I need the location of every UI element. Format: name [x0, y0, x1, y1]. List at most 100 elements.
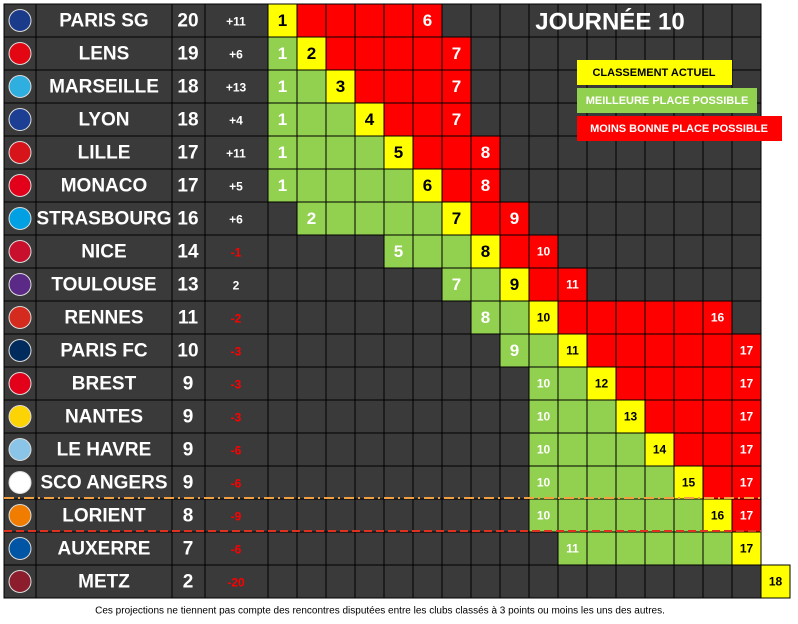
- grid-cell: [470, 102, 501, 137]
- points: 2: [183, 572, 194, 593]
- current-rank: 18: [769, 575, 783, 589]
- best-place: 1: [278, 143, 287, 162]
- worst-range-cell: [644, 399, 675, 434]
- grid-cell: [412, 300, 443, 335]
- diff-cell: [204, 366, 269, 401]
- points: 9: [183, 374, 194, 395]
- best-place: 10: [537, 509, 551, 523]
- club-name: BREST: [72, 374, 137, 395]
- best-range-cell: [528, 333, 559, 368]
- worst-place: 9: [510, 209, 519, 228]
- grid-cell: [499, 135, 530, 170]
- grid-cell: [383, 267, 414, 302]
- current-rank: 6: [423, 176, 432, 195]
- name-cell: [35, 531, 173, 566]
- grid-cell: [296, 234, 327, 269]
- grid-cell: [731, 201, 762, 236]
- goal-diff: 2: [233, 279, 240, 293]
- worst-range-cell: [673, 333, 704, 368]
- diff-cell: [204, 399, 269, 434]
- grid-cell: [470, 36, 501, 71]
- club-name: PARIS SG: [59, 11, 148, 32]
- grid-cell: [528, 36, 559, 71]
- name-cell: [35, 168, 173, 203]
- goal-diff: -9: [231, 510, 242, 524]
- grid-cell: [412, 432, 443, 467]
- club-logo: [8, 306, 32, 329]
- best-range-cell: [325, 168, 356, 203]
- points: 10: [177, 341, 198, 362]
- grid-cell: [702, 201, 733, 236]
- club-logo: [8, 537, 32, 560]
- grid-cell: [412, 531, 443, 566]
- grid-cell: [383, 531, 414, 566]
- club-name: NANTES: [65, 407, 143, 428]
- best-place: 1: [278, 110, 287, 129]
- points-cell: [171, 3, 206, 38]
- goal-diff: -3: [231, 345, 242, 359]
- goal-diff: +13: [226, 81, 247, 95]
- name-cell: [35, 333, 173, 368]
- points-cell: [171, 366, 206, 401]
- grid-cell: [470, 333, 501, 368]
- grid-cell: [267, 201, 298, 236]
- best-range-cell: [354, 168, 385, 203]
- points: 18: [177, 110, 198, 131]
- best-range-cell: [383, 168, 414, 203]
- grid-cell: [267, 399, 298, 434]
- best-place: 8: [481, 308, 490, 327]
- club-logo: [8, 438, 32, 461]
- points: 9: [183, 473, 194, 494]
- points: 9: [183, 440, 194, 461]
- grid-cell: [644, 135, 675, 170]
- worst-range-cell: [615, 300, 646, 335]
- points: 7: [183, 539, 194, 560]
- worst-range-cell: [673, 366, 704, 401]
- grid-cell: [586, 234, 617, 269]
- worst-range-cell: [383, 69, 414, 104]
- goal-diff: +6: [229, 213, 243, 227]
- worst-range-cell: [383, 3, 414, 38]
- grid-cell: [557, 201, 588, 236]
- grid-cell: [731, 3, 762, 38]
- grid-cell: [354, 531, 385, 566]
- legend-best-swatch: [577, 88, 757, 113]
- points-cell: [171, 69, 206, 104]
- goal-diff: -6: [231, 543, 242, 557]
- current-rank: 11: [566, 344, 579, 358]
- best-place: 10: [537, 443, 551, 457]
- club-logo: [8, 174, 32, 197]
- grid-cell: [412, 267, 443, 302]
- club-logo: [8, 9, 32, 32]
- points: 9: [183, 407, 194, 428]
- grid-cell: [383, 432, 414, 467]
- best-range-cell: [644, 498, 675, 533]
- diff-cell: [204, 465, 269, 500]
- grid-cell: [383, 564, 414, 599]
- worst-range-cell: [325, 36, 356, 71]
- worst-range-cell: [412, 135, 443, 170]
- worst-place: 16: [711, 311, 725, 325]
- grid-cell: [441, 366, 472, 401]
- grid-cell: [528, 531, 559, 566]
- grid-cell: [296, 300, 327, 335]
- worst-range-cell: [673, 300, 704, 335]
- grid-cell: [557, 168, 588, 203]
- club-name: AUXERRE: [58, 539, 151, 560]
- club-name: MARSEILLE: [49, 77, 159, 98]
- club-name: LENS: [79, 44, 130, 65]
- grid-cell: [383, 366, 414, 401]
- current-cell: [267, 3, 298, 38]
- current-rank: 12: [595, 377, 609, 391]
- grid-cell: [412, 399, 443, 434]
- current-rank: 7: [452, 209, 461, 228]
- points-cell: [171, 102, 206, 137]
- grid-cell: [412, 333, 443, 368]
- goal-diff: +6: [229, 48, 243, 62]
- current-rank: 1: [278, 11, 287, 30]
- worst-range-cell: [702, 432, 733, 467]
- best-range-cell: [325, 102, 356, 137]
- grid-cell: [296, 564, 327, 599]
- grid-cell: [470, 498, 501, 533]
